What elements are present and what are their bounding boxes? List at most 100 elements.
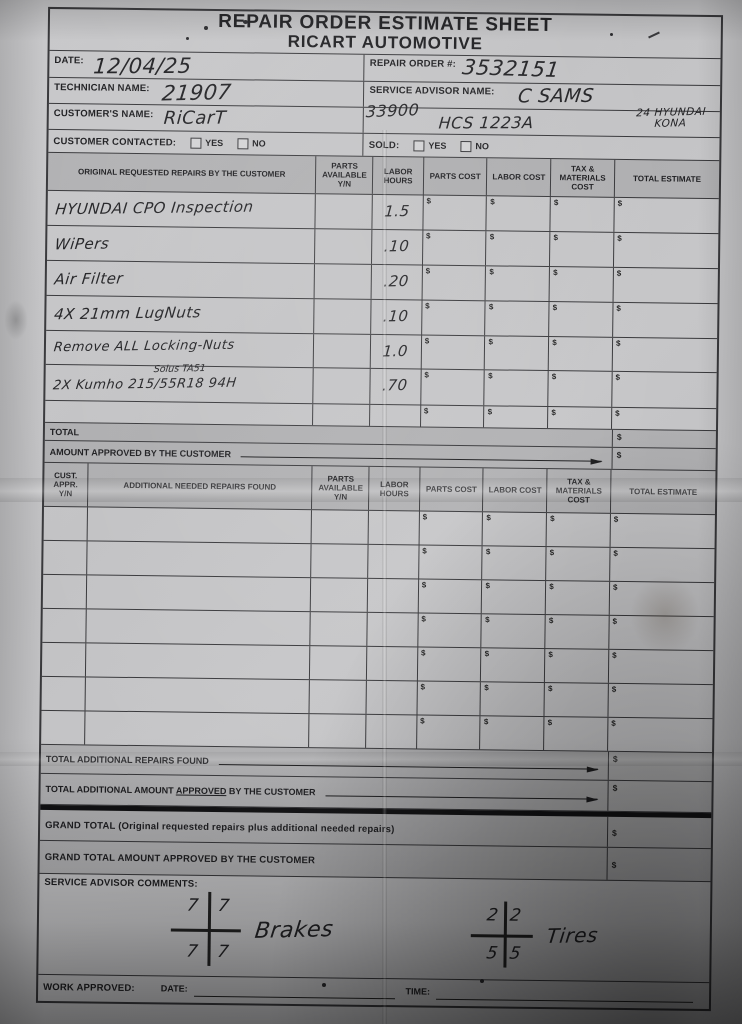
dollar-sign: $ [424, 336, 430, 346]
dollar-sign: $ [615, 408, 620, 418]
tires-bottom-right: 5 [507, 943, 523, 964]
repair-description: 2X Kumho 215/55R18 94H [52, 375, 238, 394]
brakes-bottom-left: 7 [185, 941, 200, 962]
dollar-sign: $ [612, 753, 618, 764]
brakes-top-right: 7 [216, 896, 231, 917]
dollar-sign: $ [484, 649, 490, 659]
empty-description-cell [87, 507, 313, 544]
cust-appr-cell [43, 506, 88, 541]
amount-approved-label: AMOUNT APPROVED BY THE CUSTOMER [49, 446, 232, 459]
header-cust-appr: CUST. APPR. Y/N [44, 462, 89, 507]
grand-total-label: GRAND TOTAL (Original requested repairs … [45, 819, 395, 835]
labor-hours-cell [367, 646, 419, 681]
label-underlined: APPROVED [175, 785, 227, 797]
parts-available-cell [310, 646, 368, 680]
header-original-repairs: ORIGINAL REQUESTED REPAIRS BY THE CUSTOM… [47, 152, 317, 194]
labor-hours-value: .70 [381, 375, 409, 395]
work-time-blank-line [435, 986, 694, 1003]
header-total-estimate: TOTAL ESTIMATE [633, 174, 701, 184]
dollar-sign: $ [611, 684, 617, 694]
advisor-number-value: 33900 [365, 100, 421, 122]
vehicle-note: 24 HYUNDAI KONA [635, 106, 707, 131]
dollar-sign: $ [615, 372, 621, 382]
service-advisor-label: SERVICE ADVISOR NAME: [369, 84, 495, 98]
header-parts-cost: PARTS COST [419, 467, 484, 512]
dollar-sign: $ [611, 827, 617, 838]
parts-available-cell [311, 544, 369, 578]
date-label: DATE: [54, 54, 84, 67]
repair-order-label: REPAIR ORDER #: [369, 57, 457, 70]
labor-hours-cell [368, 510, 420, 545]
sold-no-label: NO [475, 141, 489, 152]
license-plate-value: HCS 1223A [438, 113, 535, 133]
dollar-sign: $ [424, 370, 429, 380]
empty-description-cell [85, 609, 312, 646]
total-additional-arrow [218, 763, 598, 770]
contacted-yes-label: YES [205, 137, 224, 149]
cust-appr-cell [42, 574, 87, 609]
header-tax-materials-cost: TAX & MATERIALS COST [547, 469, 612, 513]
service-advisor-value: C SAMS [517, 84, 596, 108]
labor-hours-cell [366, 714, 418, 749]
dollar-sign: $ [487, 407, 493, 417]
dollar-sign: $ [611, 859, 617, 870]
labor-hours-value: 1.5 [384, 201, 411, 221]
grand-total-approved-amount-cell: $ [606, 847, 711, 882]
dollar-sign: $ [426, 231, 431, 241]
dollar-sign: $ [616, 268, 622, 278]
sold-yes-label: YES [428, 140, 447, 151]
empty-description-cell [45, 400, 314, 426]
repair-order-value: 3532151 [460, 55, 561, 82]
work-date-blank-line [193, 983, 396, 1000]
total-additional-approved-arrow [325, 794, 598, 800]
header-tax-materials-cost: TAX & MATERIALS COST [551, 159, 616, 197]
dollar-sign: $ [420, 682, 426, 692]
dollar-sign: $ [489, 267, 494, 277]
labor-hours-cell [368, 578, 419, 613]
vehicle-line2: KONA [654, 117, 687, 130]
dollar-sign: $ [548, 616, 554, 626]
brakes-top-left: 7 [185, 895, 200, 916]
labor-hours-cell [368, 544, 420, 579]
sold-no-checkbox [460, 140, 472, 152]
work-time-label: TIME: [405, 986, 431, 997]
dollar-sign: $ [420, 716, 425, 726]
cust-appr-cell [43, 540, 88, 575]
dollar-sign: $ [425, 266, 431, 276]
dollar-sign: $ [611, 718, 616, 728]
dollar-sign: $ [485, 547, 491, 557]
label-post: BY THE CUSTOMER [226, 786, 316, 798]
dollar-sign: $ [615, 338, 621, 348]
dollar-sign: $ [548, 650, 553, 660]
repair-description: WiPers [53, 234, 111, 254]
dollar-sign: $ [489, 232, 495, 242]
parts-available-cell [309, 680, 368, 714]
labor-hours-cell [366, 680, 418, 715]
dollar-sign: $ [553, 268, 558, 278]
brakes-bottom-right: 7 [215, 942, 231, 963]
dollar-sign: $ [551, 372, 557, 382]
cust-appr-cell [41, 642, 86, 677]
cust-appr-cell [42, 608, 87, 643]
repair-description: Remove ALL Locking-Nuts [52, 337, 236, 356]
header-parts-available: PARTS AVAILABLE Y/N [316, 156, 374, 194]
empty-description-cell [84, 711, 310, 748]
dollar-sign: $ [421, 614, 426, 624]
parts-available-cell [310, 612, 369, 646]
dollar-sign: $ [423, 406, 429, 416]
dollar-sign: $ [485, 615, 490, 625]
parts-available-cell [309, 714, 367, 748]
empty-description-cell [86, 575, 312, 612]
labor-hours-cell [367, 612, 419, 647]
empty-description-cell [85, 677, 311, 714]
dollar-sign: $ [616, 449, 622, 460]
dollar-sign: $ [612, 582, 618, 592]
sold-label: SOLD: [368, 139, 400, 151]
date-value: 12/04/25 [92, 53, 194, 79]
dollar-sign: $ [547, 684, 553, 694]
dollar-sign: $ [485, 581, 491, 591]
dollar-sign: $ [422, 546, 427, 556]
dollar-sign: $ [422, 512, 428, 522]
